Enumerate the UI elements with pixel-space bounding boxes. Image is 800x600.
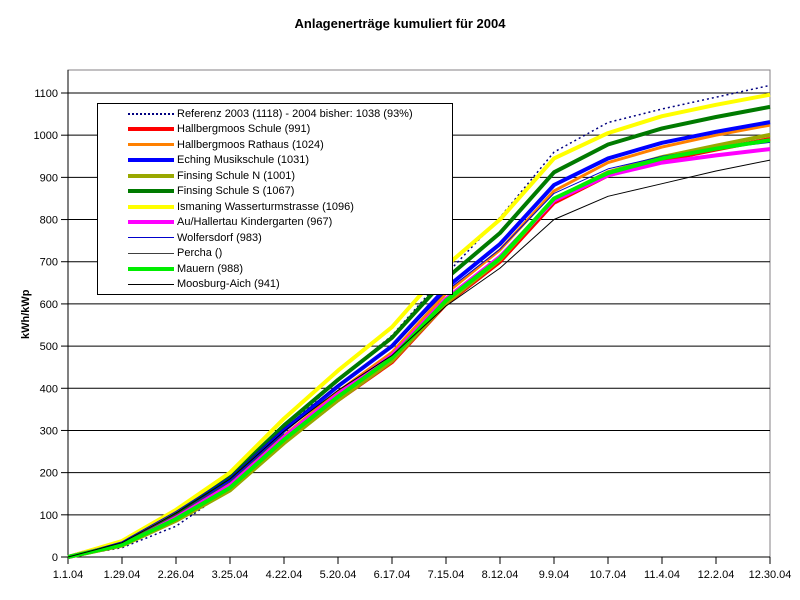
- legend-line-swatch-icon: [128, 127, 174, 132]
- x-tick-label: 1.1.04: [53, 569, 84, 581]
- legend-label: Au/Hallertau Kindergarten (967): [177, 216, 333, 229]
- y-tick-label: 0: [52, 552, 58, 564]
- legend-item: Percha (): [98, 246, 452, 261]
- legend-item: Ismaning Wasserturmstrasse (1096): [98, 199, 452, 214]
- y-tick-label: 500: [40, 341, 58, 353]
- legend-item: Wolfersdorf (983): [98, 230, 452, 245]
- series-line: [67, 104, 771, 559]
- y-tick-label: 200: [40, 468, 58, 480]
- y-tick-label: 700: [40, 257, 58, 269]
- legend-item: Mauern (988): [98, 261, 452, 276]
- legend-item: Eching Musikschule (1031): [98, 153, 452, 168]
- x-tick-label: 6.17.04: [374, 569, 411, 581]
- x-tick-label: 8.12.04: [482, 569, 519, 581]
- legend-item: Hallbergmoos Rathaus (1024): [98, 137, 452, 152]
- x-tick-label: 3.25.04: [212, 569, 249, 581]
- series-line: [67, 138, 771, 559]
- legend-line-swatch-icon: [128, 252, 174, 254]
- x-tick-label: 9.9.04: [539, 569, 570, 581]
- series-line: [67, 92, 771, 559]
- legend-line-swatch-icon: [128, 189, 174, 194]
- legend-label: Moosburg-Aich (941): [177, 278, 280, 291]
- legend-item: Finsing Schule S (1067): [98, 184, 452, 199]
- legend-item: Moosburg-Aich (941): [98, 277, 452, 292]
- y-tick-label: 900: [40, 172, 58, 184]
- legend-line-swatch-icon: [128, 237, 174, 239]
- series-line: [67, 159, 771, 558]
- x-tick-label: 12.2.04: [698, 569, 735, 581]
- legend-label: Finsing Schule N (1001): [177, 169, 296, 182]
- x-tick-label: 2.26.04: [158, 569, 195, 581]
- x-tick-label: 12.30.04: [749, 569, 792, 581]
- x-tick-label: 5.20.04: [320, 569, 357, 581]
- legend-line-swatch-icon: [128, 143, 174, 147]
- legend-line-swatch-icon: [128, 266, 174, 271]
- legend-label: Hallbergmoos Rathaus (1024): [177, 138, 324, 151]
- legend-label: Finsing Schule S (1067): [177, 185, 295, 198]
- legend-label: Eching Musikschule (1031): [177, 154, 310, 167]
- legend-line-swatch-icon: [128, 283, 174, 285]
- x-tick-label: 10.7.04: [590, 569, 627, 581]
- legend-line-swatch-icon: [128, 112, 174, 115]
- y-tick-label: 1000: [34, 130, 58, 142]
- legend-label: Hallbergmoos Schule (991): [177, 123, 311, 136]
- legend: Referenz 2003 (1118) - 2004 bisher: 1038…: [97, 103, 453, 295]
- legend-line-swatch-icon: [128, 173, 174, 178]
- legend-label: Referenz 2003 (1118) - 2004 bisher: 1038…: [177, 107, 413, 120]
- y-tick-label: 300: [40, 425, 58, 437]
- x-tick-label: 11.4.04: [644, 569, 680, 581]
- series-line: [67, 141, 771, 558]
- legend-line-swatch-icon: [128, 158, 174, 163]
- legend-item: Au/Hallertau Kindergarten (967): [98, 215, 452, 230]
- legend-label: Wolfersdorf (983): [177, 231, 262, 244]
- y-tick-label: 1100: [34, 88, 58, 100]
- legend-label: Percha (): [177, 247, 223, 260]
- legend-line-swatch-icon: [128, 204, 174, 209]
- legend-label: Mauern (988): [177, 262, 244, 275]
- legend-line-swatch-icon: [128, 220, 174, 225]
- x-tick-label: 1.29.04: [104, 569, 141, 581]
- y-tick-label: 100: [40, 510, 58, 522]
- legend-item: Hallbergmoos Schule (991): [98, 122, 452, 137]
- y-tick-label: 600: [40, 299, 58, 311]
- y-tick-label: 800: [40, 215, 58, 227]
- legend-item: Referenz 2003 (1118) - 2004 bisher: 1038…: [98, 106, 452, 121]
- legend-item: Finsing Schule N (1001): [98, 168, 452, 183]
- x-tick-label: 7.15.04: [428, 569, 465, 581]
- chart-title: Anlagenerträge kumuliert für 2004: [294, 16, 506, 31]
- legend-label: Ismaning Wasserturmstrasse (1096): [177, 200, 354, 213]
- x-tick-label: 4.22.04: [266, 569, 303, 581]
- y-tick-label: 400: [40, 383, 58, 395]
